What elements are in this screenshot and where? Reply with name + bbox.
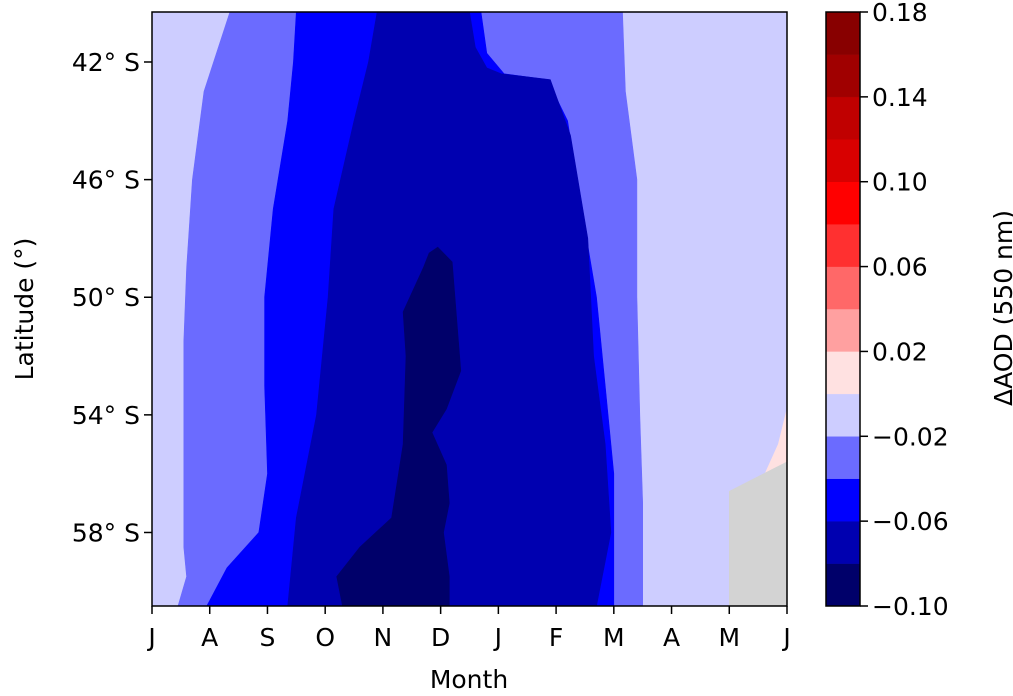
y-tick-label: 42° S — [72, 48, 140, 77]
y-axis: 42° S 46° S 50° S 54° S 58° S — [72, 48, 152, 547]
plot-area — [152, 12, 787, 606]
colorbar-segment — [825, 96, 861, 140]
colorbar-segment — [825, 436, 861, 479]
x-tick-label: F — [549, 623, 563, 652]
y-tick-label: 46° S — [72, 166, 140, 195]
x-tick-label: M — [718, 623, 740, 652]
colorbar-segment — [825, 181, 861, 225]
y-tick-label: 50° S — [72, 283, 140, 312]
colorbar-label: ΔAOD (550 nm) — [989, 210, 1013, 406]
x-tick-label: M — [603, 623, 625, 652]
colorbar-segment — [825, 54, 861, 98]
x-tick-label: S — [260, 623, 276, 652]
colorbar-segment — [825, 563, 861, 607]
colorbar-tick-label: −0.10 — [872, 592, 949, 621]
x-tick-label: J — [493, 623, 502, 652]
colorbar-tick-label: −0.06 — [872, 507, 949, 536]
x-tick-label: A — [201, 623, 218, 652]
contour-missing-data — [728, 461, 787, 606]
colorbar-tick-label: 0.02 — [872, 337, 928, 366]
colorbar-segment — [825, 393, 861, 437]
x-axis-label: Month — [430, 665, 508, 694]
x-tick-label: N — [374, 623, 393, 652]
plot-frame — [151, 11, 788, 607]
colorbar-segment — [825, 308, 861, 352]
colorbar-segment — [825, 351, 861, 395]
colorbar: −0.10 −0.06 −0.02 0.02 0.06 0.10 0.14 0.18 — [825, 0, 949, 621]
colorbar-segment — [825, 266, 861, 310]
x-tick-label: J — [781, 623, 790, 652]
y-tick-label: 58° S — [72, 518, 140, 547]
colorbar-tick-label: −0.02 — [872, 422, 949, 451]
y-axis-label: Latitude (°) — [10, 238, 39, 381]
colorbar-segment — [825, 520, 861, 564]
x-tick-label: D — [431, 623, 450, 652]
y-tick-label: 54° S — [72, 401, 140, 430]
x-tick-label: J — [146, 623, 155, 652]
x-tick-label: O — [315, 623, 335, 652]
colorbar-segment — [825, 139, 861, 182]
colorbar-segment — [825, 11, 861, 55]
colorbar-frame — [825, 11, 861, 607]
colorbar-tick-label: 0.10 — [872, 168, 928, 197]
contour-band-navy — [336, 246, 462, 606]
x-tick-label: A — [663, 623, 680, 652]
colorbar-tick-label: 0.18 — [872, 0, 928, 27]
colorbar-tick-label: 0.06 — [872, 253, 928, 282]
colorbar-segment — [825, 223, 861, 267]
colorbar-tick-label: 0.14 — [872, 83, 928, 112]
colorbar-segment — [825, 478, 861, 522]
